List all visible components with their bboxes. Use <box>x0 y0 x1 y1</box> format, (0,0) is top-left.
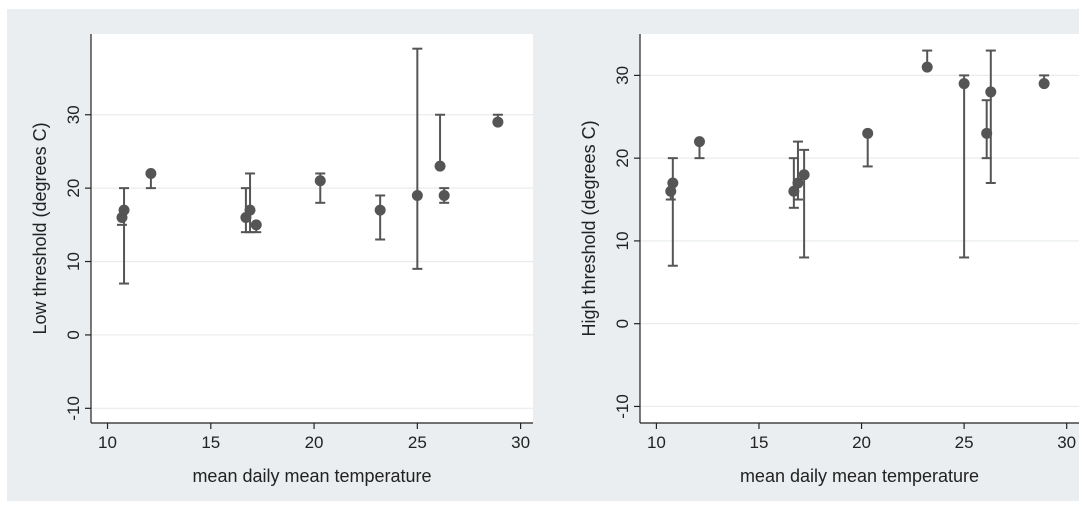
data-point <box>667 177 679 189</box>
x-tick-label: 30 <box>1057 433 1076 452</box>
x-tick-label: 30 <box>511 433 530 452</box>
x-tick-label: 15 <box>201 433 220 452</box>
data-point <box>693 136 705 148</box>
plot-area <box>91 34 533 423</box>
x-axis-title: mean daily mean temperature <box>192 466 431 486</box>
y-tick-label: 10 <box>613 231 632 250</box>
x-tick-label: 20 <box>305 433 324 452</box>
data-point <box>958 78 970 90</box>
y-tick-label: -10 <box>64 396 83 421</box>
data-point <box>862 127 874 139</box>
x-tick-label: 15 <box>750 433 769 452</box>
x-axis-title: mean daily mean temperature <box>740 466 979 486</box>
y-tick-label: -10 <box>613 394 632 419</box>
high-threshold-chart: -10 0 10 20 30 10 15 20 25 30 mean daily mean temp… <box>579 34 1079 486</box>
data-point <box>434 160 446 172</box>
y-axis-title: Low threshold (degrees C) <box>30 122 50 334</box>
y-tick-label: 30 <box>613 66 632 85</box>
y-tick-label: 0 <box>64 330 83 339</box>
data-point <box>438 189 450 201</box>
data-point <box>921 61 933 73</box>
data-point <box>798 169 810 181</box>
y-tick-label: 0 <box>613 319 632 328</box>
data-point <box>314 175 326 187</box>
data-point <box>411 189 423 201</box>
data-point <box>145 167 157 179</box>
y-tick-label: 10 <box>64 252 83 271</box>
data-point <box>374 204 386 216</box>
x-tick-label: 20 <box>852 433 871 452</box>
y-axis-title: High threshold (degrees C) <box>579 120 599 336</box>
y-tick-label: 30 <box>64 105 83 124</box>
data-point <box>118 204 130 216</box>
data-point <box>981 127 993 139</box>
x-tick-label: 10 <box>647 433 666 452</box>
data-point <box>250 219 262 231</box>
y-tick-label: 20 <box>613 149 632 168</box>
plot-area <box>640 34 1079 423</box>
low-threshold-chart: -10 0 10 20 30 10 15 20 25 30 mean daily mean temp… <box>30 34 533 486</box>
data-point <box>792 177 804 189</box>
x-tick-label: 10 <box>98 433 117 452</box>
data-point <box>244 204 256 216</box>
data-point <box>788 185 800 197</box>
x-tick-label: 25 <box>408 433 427 452</box>
data-point <box>1038 78 1050 90</box>
data-point <box>985 86 997 98</box>
y-tick-label: 20 <box>64 179 83 198</box>
x-tick-label: 25 <box>955 433 974 452</box>
data-point <box>665 185 677 197</box>
data-point <box>492 116 504 128</box>
